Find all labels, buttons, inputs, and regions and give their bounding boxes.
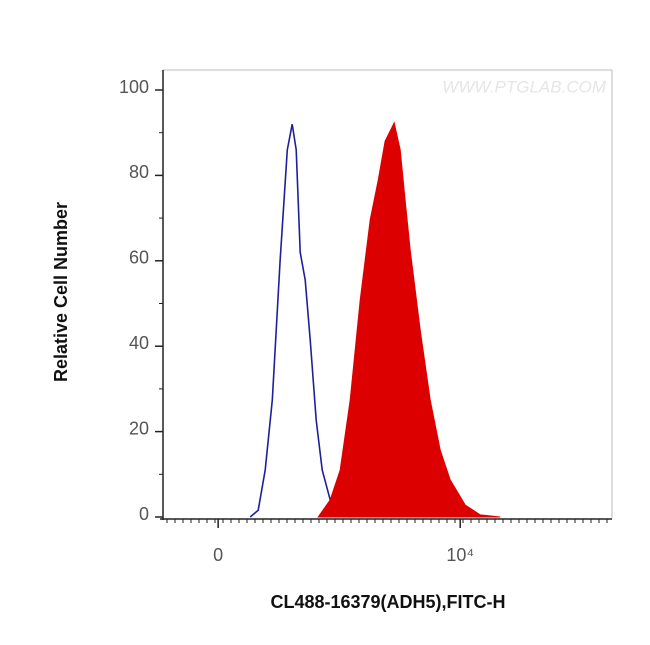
x-tick-label: 10⁴ — [446, 545, 474, 565]
x-tick-label: 0 — [213, 545, 223, 565]
y-tick-label: 100 — [119, 77, 149, 97]
histogram-line — [249, 124, 351, 518]
watermark: WWW.PTGLAB.COM — [442, 77, 607, 96]
y-tick-label: 20 — [129, 418, 149, 438]
y-axis-title: Relative Cell Number — [51, 202, 71, 382]
filled-histogram — [317, 121, 501, 518]
y-tick-label: 60 — [129, 248, 149, 268]
y-tick-label: 40 — [129, 333, 149, 353]
y-tick-label: 0 — [139, 504, 149, 524]
x-axis-title: CL488-16379(ADH5),FITC-H — [270, 592, 505, 612]
y-tick-label: 80 — [129, 162, 149, 182]
